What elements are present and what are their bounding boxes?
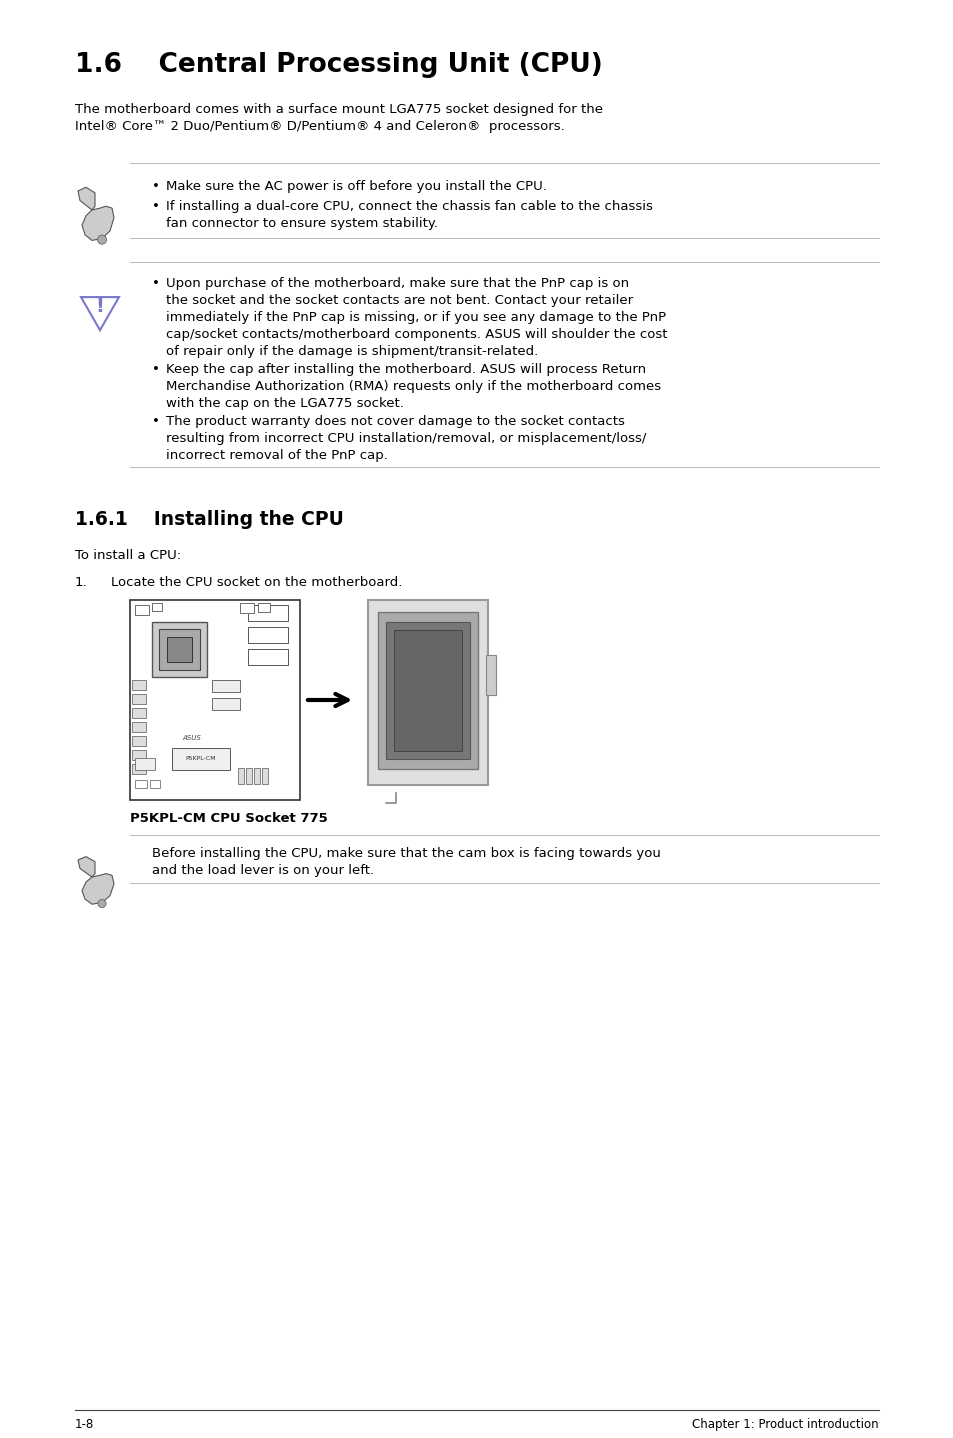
Text: Intel® Core™ 2 Duo/Pentium® D/Pentium® 4 and Celeron®  processors.: Intel® Core™ 2 Duo/Pentium® D/Pentium® 4… bbox=[75, 119, 564, 132]
Text: Locate the CPU socket on the motherboard.: Locate the CPU socket on the motherboard… bbox=[111, 577, 402, 590]
Text: •: • bbox=[152, 180, 160, 193]
Text: incorrect removal of the PnP cap.: incorrect removal of the PnP cap. bbox=[166, 449, 388, 462]
Bar bbox=[368, 600, 488, 785]
Text: 1.6    Central Processing Unit (CPU): 1.6 Central Processing Unit (CPU) bbox=[75, 52, 602, 78]
Bar bbox=[377, 613, 477, 769]
Polygon shape bbox=[78, 187, 95, 210]
Bar bbox=[246, 768, 252, 784]
Text: If installing a dual-core CPU, connect the chassis fan cable to the chassis: If installing a dual-core CPU, connect t… bbox=[166, 200, 652, 213]
Text: ASUS: ASUS bbox=[182, 735, 201, 741]
Text: immediately if the PnP cap is missing, or if you see any damage to the PnP: immediately if the PnP cap is missing, o… bbox=[166, 311, 665, 324]
Text: cap/socket contacts/motherboard components. ASUS will shoulder the cost: cap/socket contacts/motherboard componen… bbox=[166, 328, 667, 341]
Text: To install a CPU:: To install a CPU: bbox=[75, 549, 181, 562]
Bar bbox=[135, 779, 147, 788]
Text: 1.6.1    Installing the CPU: 1.6.1 Installing the CPU bbox=[75, 510, 343, 529]
Circle shape bbox=[97, 234, 107, 244]
Bar bbox=[394, 630, 461, 751]
Bar bbox=[237, 768, 244, 784]
Polygon shape bbox=[81, 298, 119, 331]
Bar bbox=[132, 680, 146, 690]
Text: with the cap on the LGA775 socket.: with the cap on the LGA775 socket. bbox=[166, 397, 403, 410]
Bar bbox=[152, 623, 207, 677]
Bar bbox=[212, 680, 240, 692]
Text: The motherboard comes with a surface mount LGA775 socket designed for the: The motherboard comes with a surface mou… bbox=[75, 104, 602, 116]
Text: 1-8: 1-8 bbox=[75, 1418, 94, 1431]
Bar bbox=[248, 649, 288, 664]
Bar bbox=[132, 722, 146, 732]
Text: the socket and the socket contacts are not bent. Contact your retailer: the socket and the socket contacts are n… bbox=[166, 293, 633, 306]
Bar bbox=[248, 605, 288, 621]
Bar bbox=[135, 758, 154, 769]
Text: •: • bbox=[152, 200, 160, 213]
Bar bbox=[167, 637, 192, 661]
Text: 1.: 1. bbox=[75, 577, 88, 590]
Bar bbox=[262, 768, 268, 784]
Text: Before installing the CPU, make sure that the cam box is facing towards you: Before installing the CPU, make sure tha… bbox=[152, 847, 660, 860]
Bar bbox=[485, 654, 496, 695]
Bar bbox=[159, 628, 200, 670]
Polygon shape bbox=[78, 857, 95, 877]
Text: The product warranty does not cover damage to the socket contacts: The product warranty does not cover dama… bbox=[166, 416, 624, 429]
Text: Upon purchase of the motherboard, make sure that the PnP cap is on: Upon purchase of the motherboard, make s… bbox=[166, 278, 628, 290]
Text: Make sure the AC power is off before you install the CPU.: Make sure the AC power is off before you… bbox=[166, 180, 546, 193]
Circle shape bbox=[98, 899, 106, 907]
Text: of repair only if the damage is shipment/transit-related.: of repair only if the damage is shipment… bbox=[166, 345, 537, 358]
Text: !: ! bbox=[95, 296, 104, 316]
Bar bbox=[257, 603, 270, 613]
Text: Merchandise Authorization (RMA) requests only if the motherboard comes: Merchandise Authorization (RMA) requests… bbox=[166, 380, 660, 393]
Polygon shape bbox=[82, 874, 113, 905]
Bar bbox=[135, 605, 149, 615]
Bar bbox=[253, 768, 260, 784]
Bar bbox=[386, 623, 470, 759]
Text: •: • bbox=[152, 362, 160, 375]
Text: Chapter 1: Product introduction: Chapter 1: Product introduction bbox=[692, 1418, 878, 1431]
Text: P5KPL-CM: P5KPL-CM bbox=[185, 756, 215, 762]
Bar bbox=[150, 779, 160, 788]
Bar bbox=[132, 707, 146, 718]
Text: and the load lever is on your left.: and the load lever is on your left. bbox=[152, 864, 374, 877]
Bar bbox=[132, 695, 146, 705]
Bar bbox=[132, 751, 146, 761]
Bar bbox=[240, 603, 253, 613]
Bar bbox=[172, 748, 230, 769]
Bar bbox=[248, 627, 288, 643]
Bar bbox=[152, 603, 162, 611]
Text: fan connector to ensure system stability.: fan connector to ensure system stability… bbox=[166, 217, 437, 230]
Text: P5KPL-CM CPU Socket 775: P5KPL-CM CPU Socket 775 bbox=[130, 812, 328, 825]
Bar bbox=[130, 600, 299, 800]
Text: resulting from incorrect CPU installation/removal, or misplacement/loss/: resulting from incorrect CPU installatio… bbox=[166, 431, 646, 444]
Text: Keep the cap after installing the motherboard. ASUS will process Return: Keep the cap after installing the mother… bbox=[166, 362, 645, 375]
Bar bbox=[132, 736, 146, 746]
Polygon shape bbox=[82, 206, 113, 240]
Text: •: • bbox=[152, 278, 160, 290]
Bar bbox=[212, 697, 240, 710]
Bar bbox=[132, 764, 146, 774]
Text: •: • bbox=[152, 416, 160, 429]
